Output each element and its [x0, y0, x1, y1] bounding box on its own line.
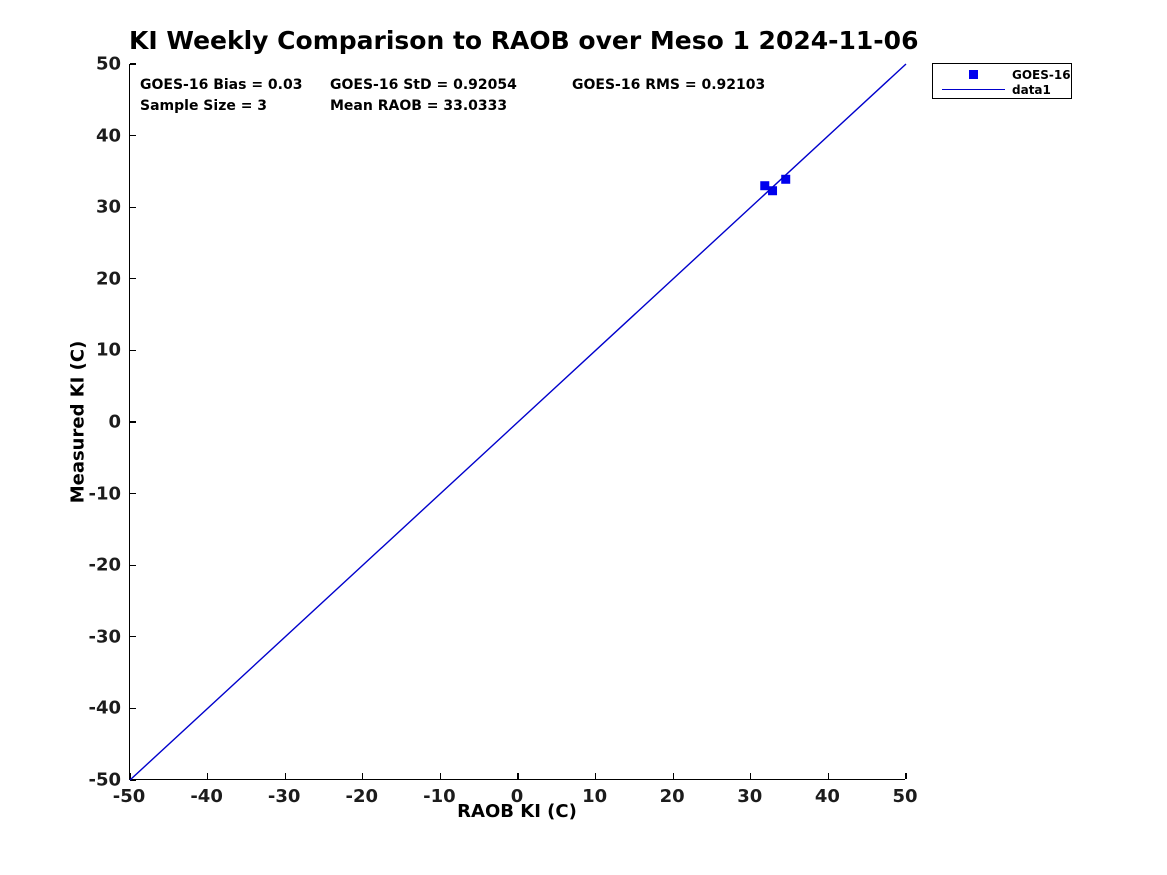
stat-std: GOES-16 StD = 0.92054	[330, 77, 517, 93]
legend-entry-data1: data1	[933, 82, 1071, 97]
y-tick-label: -30	[88, 626, 121, 648]
x-tick-label: -10	[423, 786, 456, 807]
x-axis-label: RAOB KI (C)	[457, 801, 577, 822]
x-tick-label: -40	[190, 786, 223, 807]
x-tick-label: 10	[582, 786, 608, 807]
x-tick-mark	[827, 773, 830, 779]
x-tick-label: 20	[659, 786, 685, 807]
stat-mean-raob: Mean RAOB = 33.0333	[330, 98, 508, 114]
y-tick-label: -10	[88, 483, 121, 505]
legend-label-goes16: GOES-16	[1012, 67, 1071, 82]
y-tick-mark	[130, 206, 136, 208]
x-tick-mark	[439, 773, 442, 779]
y-tick-label: -50	[88, 769, 121, 791]
plot-area	[129, 63, 907, 781]
x-tick-label: -50	[112, 786, 146, 807]
y-tick-mark	[130, 63, 136, 65]
y-tick-mark	[130, 564, 136, 566]
y-tick-mark	[130, 779, 136, 781]
legend: GOES-16 data1	[932, 63, 1072, 99]
scatter-point	[768, 186, 778, 196]
y-tick-mark	[130, 349, 136, 352]
y-tick-label: 10	[95, 339, 121, 361]
x-tick-mark	[517, 773, 519, 779]
x-tick-label: 50	[892, 786, 918, 807]
x-tick-label: 30	[737, 786, 763, 807]
plot-series-layer	[129, 63, 907, 781]
scatter-point	[781, 174, 791, 184]
x-tick-mark	[284, 773, 286, 779]
y-tick-mark	[130, 636, 136, 638]
y-tick-label: 30	[95, 196, 121, 218]
x-tick-mark	[672, 773, 674, 779]
y-tick-label: -20	[88, 554, 121, 576]
stat-rms: GOES-16 RMS = 0.92103	[572, 77, 766, 93]
x-tick-mark	[594, 773, 597, 779]
legend-entry-goes16: GOES-16	[933, 67, 1071, 82]
identity-line	[129, 63, 907, 781]
y-tick-mark	[130, 134, 136, 137]
y-tick-label: -40	[88, 697, 121, 719]
y-tick-label: 40	[95, 125, 121, 147]
x-tick-mark	[362, 773, 364, 779]
y-tick-mark	[130, 421, 136, 423]
x-tick-mark	[905, 773, 907, 779]
legend-square-marker-icon	[942, 70, 1005, 79]
y-tick-label: 20	[95, 268, 121, 290]
y-tick-label: 0	[108, 411, 121, 433]
x-tick-label: 40	[814, 786, 840, 807]
y-tick-label: 50	[95, 53, 121, 75]
x-tick-label: -30	[267, 786, 301, 807]
x-tick-mark	[750, 773, 752, 779]
y-tick-mark	[130, 707, 136, 710]
stat-bias: GOES-16 Bias = 0.03	[140, 77, 303, 93]
stat-sample-size: Sample Size = 3	[140, 98, 268, 114]
x-tick-label: -20	[345, 786, 379, 807]
chart-title: KI Weekly Comparison to RAOB over Meso 1…	[129, 26, 919, 55]
scatter-point	[760, 181, 770, 191]
x-tick-mark	[129, 773, 131, 779]
y-tick-mark	[130, 492, 136, 495]
legend-line-icon	[942, 89, 1005, 90]
legend-label-data1: data1	[1012, 82, 1051, 97]
x-tick-mark	[206, 773, 209, 779]
y-tick-mark	[130, 278, 136, 280]
x-tick-label: 0	[510, 786, 524, 807]
